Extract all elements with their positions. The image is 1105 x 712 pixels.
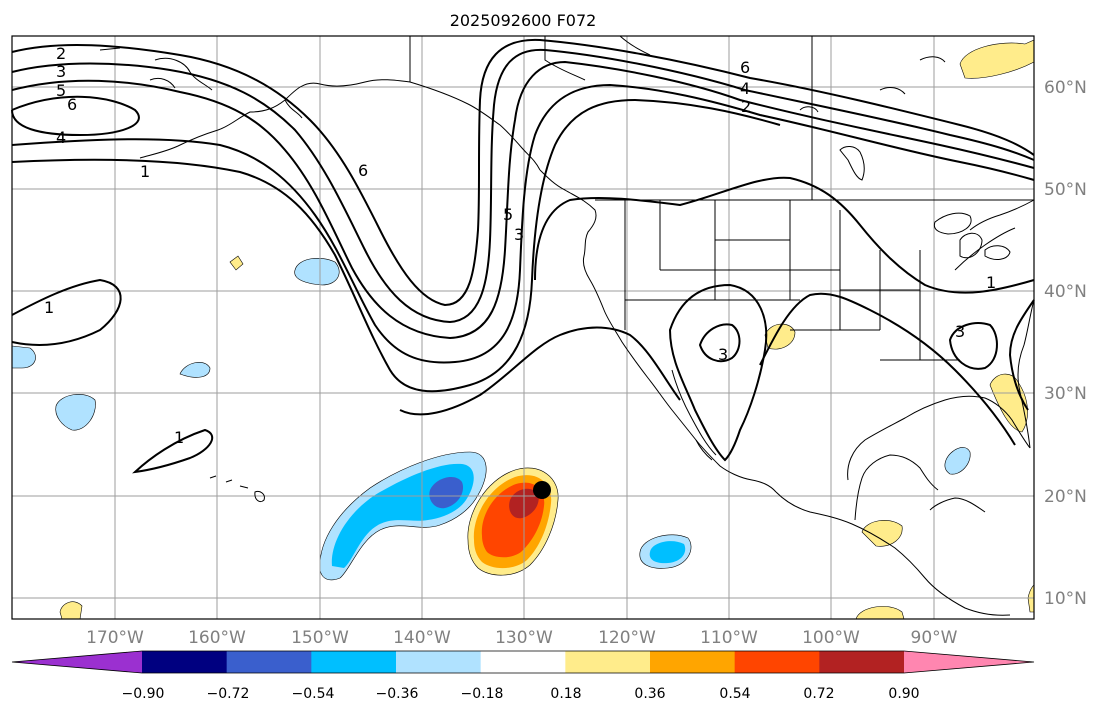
- colorbar-ticks: −0.90 −0.72 −0.54 −0.36 −0.18 0.18 0.36 …: [122, 686, 920, 702]
- colorbar-outline: [11, 650, 1035, 674]
- colorbar-segment: [480, 651, 566, 673]
- negative-blob-core: [429, 476, 464, 509]
- colorbar-tick-label: −0.72: [207, 686, 250, 702]
- contour-label: 2: [56, 44, 66, 63]
- negative-patch: [179, 362, 211, 378]
- colorbar-extend-max: [904, 651, 1034, 673]
- contour-label: 5: [503, 205, 513, 224]
- negative-patch: [294, 257, 340, 286]
- positive-patch: [855, 606, 905, 620]
- negative-patch-core: [649, 541, 686, 564]
- contour-label: 6: [740, 58, 750, 77]
- colorbar-tick-label: 0.36: [634, 686, 665, 702]
- graticule: [12, 36, 1034, 619]
- map-panel: 2 3 5 6 4 1 6 5 3 6 4 2 1 1 3 3 1: [11, 35, 1035, 620]
- colorbar-tick-label: −0.90: [122, 686, 165, 702]
- lon-label: 160°W: [188, 628, 246, 648]
- colorbar-tick-label: 0.90: [888, 686, 919, 702]
- colorbar: −0.90 −0.72 −0.54 −0.36 −0.18 0.18 0.36 …: [11, 650, 1035, 702]
- contour-label: 5: [56, 81, 66, 100]
- negative-patch: [11, 345, 36, 369]
- longitude-axis: 170°W 160°W 150°W 140°W 130°W 120°W 110°…: [86, 628, 958, 648]
- contour-label: 3: [955, 322, 965, 341]
- colorbar-segment: [734, 651, 820, 673]
- colorbar-tick-label: 0.18: [550, 686, 581, 702]
- colorbar-segment: [396, 651, 482, 673]
- negative-patch: [55, 394, 96, 431]
- lat-label: 10°N: [1044, 589, 1087, 609]
- contour-lines: [11, 38, 1035, 474]
- colorbar-tick-label: −0.36: [376, 686, 419, 702]
- contour-label: 1: [140, 162, 150, 181]
- contour-label: 2: [741, 97, 751, 116]
- colorbar-tick-label: 0.54: [719, 686, 750, 702]
- colorbar-segments: [11, 650, 1035, 674]
- lon-label: 100°W: [802, 628, 860, 648]
- positive-patch: [59, 601, 83, 620]
- colorbar-tick-label: 0.72: [803, 686, 834, 702]
- negative-patch: [944, 447, 971, 475]
- positive-patch: [229, 255, 244, 271]
- contour-label: 6: [67, 95, 77, 114]
- coastlines: [99, 35, 1035, 616]
- lat-label: 20°N: [1044, 487, 1087, 507]
- lat-label: 60°N: [1044, 78, 1087, 98]
- contour-label: 4: [740, 79, 750, 98]
- contour-label: 3: [514, 225, 524, 244]
- lon-label: 110°W: [700, 628, 758, 648]
- colorbar-extend-min: [12, 651, 142, 673]
- colorbar-tick-label: −0.18: [461, 686, 504, 702]
- contour-label: 6: [358, 161, 368, 180]
- colorbar-segment: [565, 651, 651, 673]
- contour-label-group: 2 3 5 6 4 1 6 5 3 6 4 2 1 1 3 3 1: [44, 44, 996, 447]
- colorbar-segment: [311, 651, 397, 673]
- colorbar-tick-label: −0.54: [292, 686, 335, 702]
- contour-label: 1: [174, 428, 184, 447]
- lon-label: 120°W: [598, 628, 656, 648]
- latitude-axis: 60°N 50°N 40°N 30°N 20°N 10°N: [1044, 78, 1087, 609]
- lon-label: 170°W: [86, 628, 144, 648]
- colorbar-segment: [819, 651, 905, 673]
- contour-label: 3: [718, 345, 728, 364]
- lat-label: 50°N: [1044, 180, 1087, 200]
- lon-label: 130°W: [495, 628, 553, 648]
- lat-label: 30°N: [1044, 384, 1087, 404]
- map-title: 2025092600 F072: [450, 11, 597, 30]
- lat-label: 40°N: [1044, 282, 1087, 302]
- lon-label: 150°W: [291, 628, 349, 648]
- colorbar-segment: [142, 651, 228, 673]
- lon-label: 90°W: [911, 628, 958, 648]
- storm-position-marker: [533, 481, 551, 499]
- positive-patch: [861, 520, 903, 547]
- contour-label: 1: [986, 273, 996, 292]
- contour-label: 1: [44, 298, 54, 317]
- contour-label: 3: [56, 62, 66, 81]
- colorbar-segment: [650, 651, 736, 673]
- lon-label: 140°W: [393, 628, 451, 648]
- contour-label: 4: [56, 128, 66, 147]
- colorbar-segment: [226, 651, 312, 673]
